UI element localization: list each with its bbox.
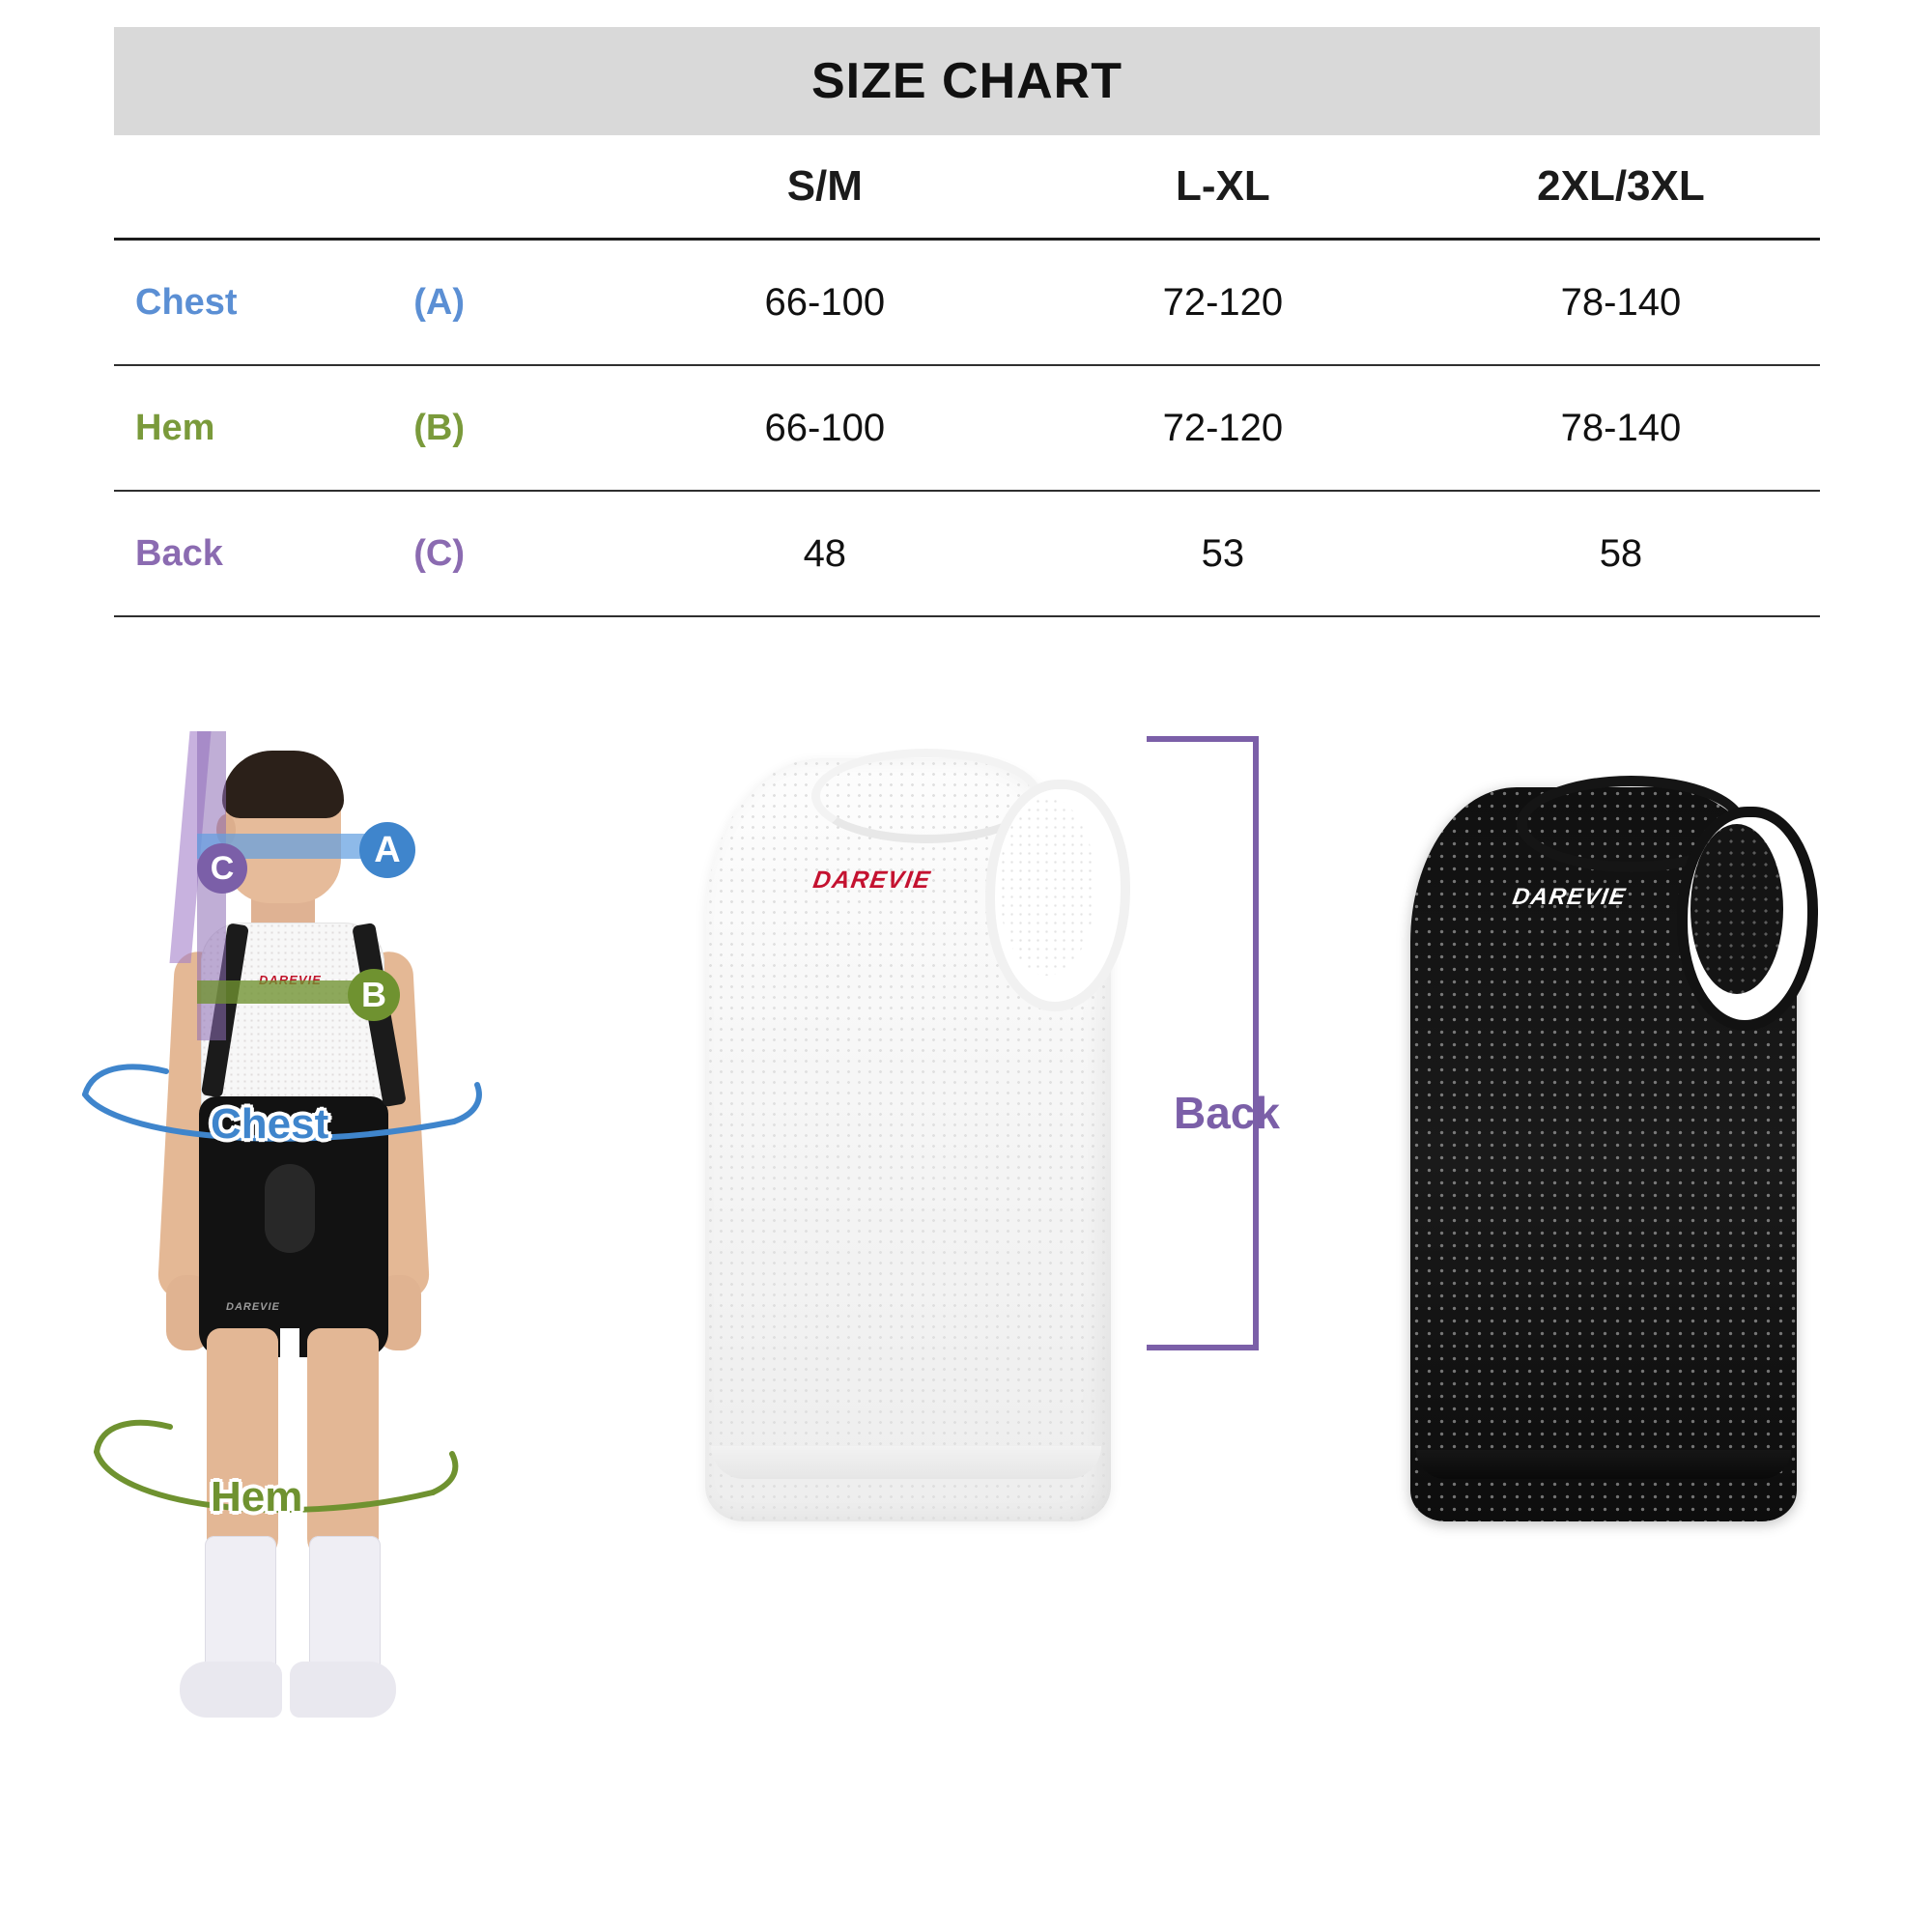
badge-c-letter: C bbox=[210, 849, 235, 887]
row-label-chest: Chest bbox=[135, 281, 238, 323]
badge-b-hem: B bbox=[348, 969, 400, 1021]
cell-hem-sm: 66-100 bbox=[764, 406, 886, 449]
model-left-foot bbox=[180, 1662, 282, 1718]
model-photo: DAREVIE DAREVIE A C B bbox=[145, 710, 531, 1932]
header-measure-name bbox=[114, 135, 404, 238]
badge-c-back: C bbox=[197, 843, 247, 894]
cell-hem-lxl: 72-120 bbox=[1162, 406, 1284, 449]
black-garment-brand-logo: DAREVIE bbox=[1510, 884, 1629, 910]
model-right-leg bbox=[307, 1328, 379, 1560]
black-garment-hem-band bbox=[1416, 1450, 1791, 1479]
back-callout-label: Back bbox=[1174, 1088, 1280, 1138]
row-code-chest: (A) bbox=[413, 281, 465, 323]
row-code-back: (C) bbox=[413, 532, 465, 574]
badge-a-letter: A bbox=[374, 829, 401, 870]
black-garment-armhole-inner bbox=[1690, 824, 1783, 994]
cell-back-2xl3xl: 58 bbox=[1599, 531, 1643, 575]
table-row-chest: Chest (A) 66-100 72-120 78-140 bbox=[114, 240, 1820, 365]
column-header-2xl3xl: 2XL/3XL bbox=[1537, 162, 1705, 210]
cell-hem-2xl3xl: 78-140 bbox=[1560, 406, 1682, 449]
table-header-row: S/M L-XL 2XL/3XL bbox=[114, 135, 1820, 238]
size-table-wrapper: S/M L-XL 2XL/3XL Chest (A) 66-100 72-120… bbox=[114, 135, 1820, 617]
model-right-foot bbox=[290, 1662, 396, 1718]
header-divider bbox=[114, 237, 1820, 241]
cell-chest-lxl: 72-120 bbox=[1162, 280, 1284, 324]
white-garment-hem-band bbox=[711, 1446, 1101, 1479]
product-image-stage: DAREVIE DAREVIE A C B bbox=[0, 710, 1932, 1932]
column-header-lxl: L-XL bbox=[1175, 162, 1270, 210]
cell-back-sm: 48 bbox=[803, 531, 847, 575]
row-label-back: Back bbox=[135, 532, 223, 574]
size-table: S/M L-XL 2XL/3XL Chest (A) 66-100 72-120… bbox=[114, 135, 1820, 617]
hem-measure-arc bbox=[94, 1419, 459, 1513]
chest-measure-arc bbox=[82, 1064, 482, 1142]
column-header-sm: S/M bbox=[786, 162, 863, 210]
white-garment-photo: DAREVIE bbox=[667, 720, 1208, 1550]
badge-a-chest: A bbox=[359, 822, 415, 878]
row-divider-3 bbox=[114, 614, 1820, 617]
table-row-hem: Hem (B) 66-100 72-120 78-140 bbox=[114, 365, 1820, 490]
row-code-hem: (B) bbox=[413, 407, 465, 448]
cell-back-lxl: 53 bbox=[1201, 531, 1245, 575]
header-measure-code bbox=[404, 135, 626, 238]
white-garment-armhole-inner bbox=[999, 797, 1095, 976]
model-left-leg bbox=[207, 1328, 278, 1560]
model-hair bbox=[222, 751, 344, 818]
model-shorts-brand-logo: DAREVIE bbox=[226, 1301, 280, 1313]
cell-chest-2xl3xl: 78-140 bbox=[1560, 280, 1682, 324]
chest-callout-label: Chest bbox=[211, 1100, 329, 1148]
row-label-hem: Hem bbox=[135, 407, 215, 448]
back-measure-bracket bbox=[1147, 736, 1259, 1350]
badge-b-letter: B bbox=[361, 975, 386, 1014]
size-chart-header: SIZE CHART bbox=[114, 27, 1820, 135]
table-row-back: Back (C) 48 53 58 bbox=[114, 491, 1820, 615]
model-leg-gap bbox=[280, 1328, 299, 1367]
black-garment-photo: DAREVIE bbox=[1381, 749, 1864, 1550]
hem-callout-label: Hem bbox=[211, 1473, 303, 1520]
model-bib-pad bbox=[265, 1164, 315, 1253]
cell-chest-sm: 66-100 bbox=[764, 280, 886, 324]
white-garment-brand-logo: DAREVIE bbox=[810, 867, 933, 894]
page-title: SIZE CHART bbox=[811, 53, 1122, 109]
